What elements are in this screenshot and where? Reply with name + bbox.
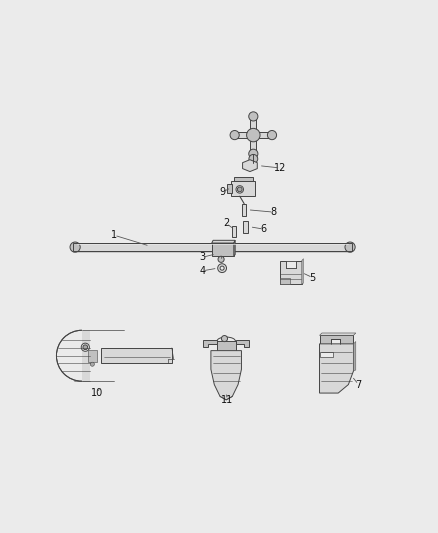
Text: 12: 12 [274, 163, 287, 173]
Polygon shape [203, 341, 217, 347]
Polygon shape [319, 344, 353, 393]
Circle shape [90, 362, 94, 366]
Polygon shape [234, 240, 235, 256]
Polygon shape [302, 259, 304, 285]
Circle shape [222, 336, 227, 342]
Circle shape [83, 345, 88, 350]
Polygon shape [353, 342, 356, 371]
Text: 5: 5 [310, 273, 316, 282]
Polygon shape [250, 116, 256, 154]
Bar [244, 221, 247, 233]
Bar [279, 261, 302, 285]
Polygon shape [235, 132, 272, 138]
Circle shape [236, 185, 244, 193]
Circle shape [218, 256, 224, 262]
Circle shape [249, 149, 258, 158]
Polygon shape [211, 351, 241, 400]
Polygon shape [319, 335, 353, 344]
Text: 11: 11 [221, 395, 233, 405]
Circle shape [220, 266, 224, 270]
Bar [231, 181, 255, 196]
Bar [88, 350, 97, 362]
Bar [233, 177, 253, 181]
Text: 6: 6 [261, 224, 267, 234]
Bar [279, 279, 290, 285]
Bar [212, 243, 234, 256]
Circle shape [218, 264, 226, 272]
Polygon shape [212, 240, 235, 243]
Text: 1: 1 [111, 230, 117, 240]
Bar [242, 204, 246, 216]
Text: 9: 9 [220, 187, 226, 197]
Text: 3: 3 [199, 252, 205, 262]
Polygon shape [319, 352, 333, 358]
Text: 4: 4 [199, 266, 205, 276]
Circle shape [230, 131, 239, 140]
Circle shape [268, 131, 276, 140]
Bar [74, 244, 352, 251]
Polygon shape [82, 330, 89, 381]
Polygon shape [243, 160, 257, 172]
Circle shape [249, 112, 258, 121]
Circle shape [345, 242, 355, 252]
Circle shape [249, 155, 258, 163]
Bar [217, 341, 236, 351]
Polygon shape [101, 348, 172, 362]
Text: 7: 7 [355, 379, 362, 390]
Circle shape [247, 128, 260, 142]
Circle shape [70, 242, 80, 252]
Bar [286, 261, 296, 268]
Bar [227, 184, 232, 193]
Circle shape [81, 343, 89, 351]
Polygon shape [236, 341, 249, 347]
Polygon shape [319, 333, 356, 335]
Polygon shape [74, 251, 352, 252]
Polygon shape [74, 244, 352, 251]
Text: 2: 2 [223, 219, 230, 228]
Text: 8: 8 [271, 207, 277, 217]
Text: 10: 10 [91, 388, 103, 398]
Circle shape [237, 187, 242, 192]
Bar [232, 227, 236, 237]
